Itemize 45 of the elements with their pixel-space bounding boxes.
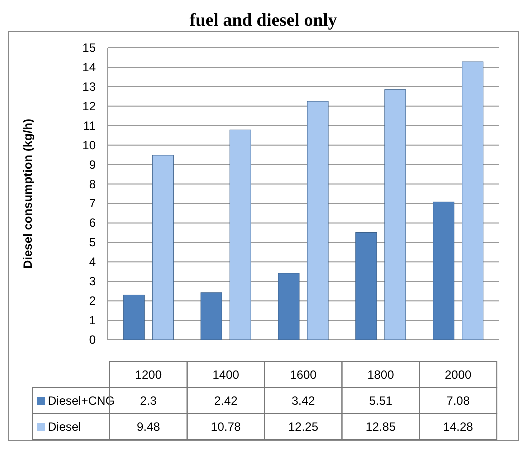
chart-title: fuel and diesel only [190, 10, 338, 30]
bar [307, 101, 329, 340]
data-label: 12.85 [366, 420, 396, 434]
y-tick-label: 3 [89, 274, 96, 289]
x-tick-label: 2000 [445, 368, 472, 382]
data-label: 2.42 [214, 394, 238, 408]
y-tick-label: 4 [89, 255, 96, 270]
data-label: 12.25 [288, 420, 319, 434]
y-tick-label: 9 [89, 158, 96, 172]
x-tick-label: 1400 [212, 368, 240, 382]
y-tick-label: 15 [82, 41, 96, 55]
y-tick-label: 13 [82, 80, 96, 94]
data-label: 5.51 [369, 394, 393, 408]
bar [230, 130, 252, 340]
x-tick-label: 1200 [135, 368, 162, 382]
data-label: 9.48 [136, 420, 161, 434]
bar [433, 202, 455, 340]
y-tick-label: 0 [89, 333, 96, 347]
legend-label: Diesel [48, 420, 82, 434]
bar [200, 292, 222, 340]
x-tick-label: 1800 [368, 368, 395, 382]
y-tick-label: 11 [84, 118, 96, 133]
bar [278, 273, 300, 340]
y-tick-label: 7 [89, 196, 96, 211]
y-tick-label: 6 [89, 216, 96, 230]
y-tick-label: 14 [82, 60, 96, 74]
bar [123, 294, 145, 340]
data-label: 7.08 [446, 394, 470, 408]
data-label: 3.42 [292, 394, 316, 408]
y-axis-title: Diesel consumption (kg/h) [21, 118, 35, 270]
bar [356, 232, 378, 340]
data-label: 10.78 [211, 420, 242, 434]
y-tick-label: 8 [89, 177, 96, 192]
data-label: 14.28 [443, 420, 474, 434]
legend-label: Diesel+CNG [48, 394, 116, 408]
bar [384, 90, 406, 340]
y-tick-label: 12 [82, 99, 96, 114]
y-tick-label: 10 [82, 138, 96, 152]
y-tick-label: 1 [89, 314, 96, 328]
bar [152, 155, 174, 340]
y-tick-label: 2 [89, 294, 96, 308]
bar [462, 62, 484, 340]
x-tick-label: 1600 [290, 368, 318, 382]
data-label: 2.3 [140, 394, 158, 408]
y-tick-label: 5 [89, 236, 96, 250]
